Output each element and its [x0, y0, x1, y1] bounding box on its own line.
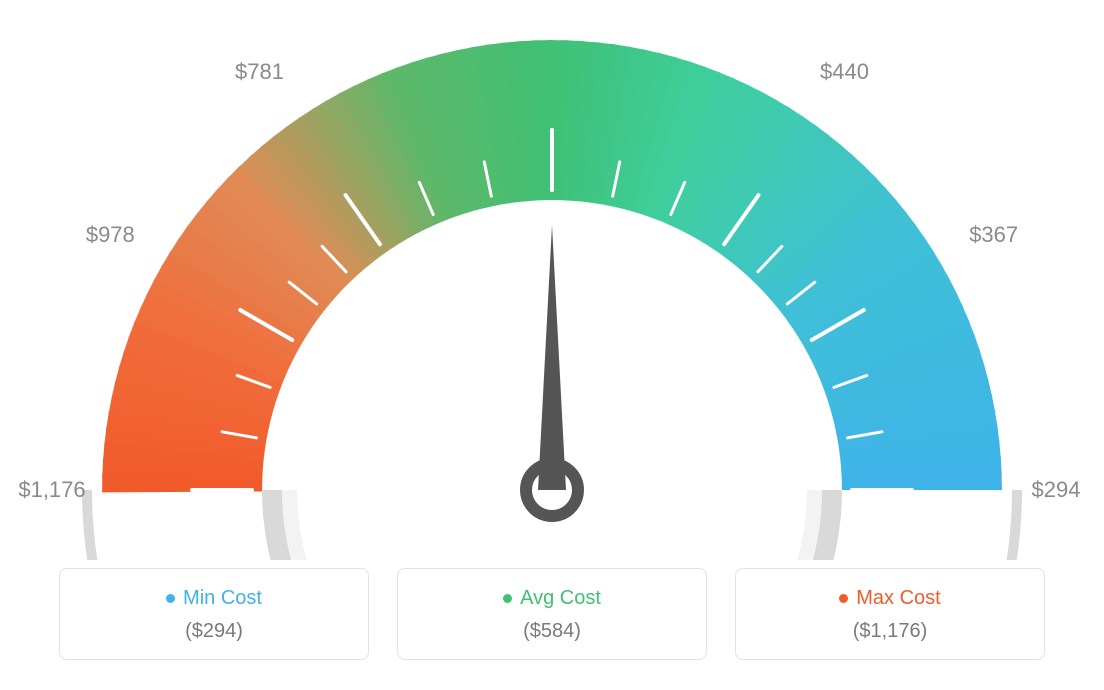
legend-value-max: ($1,176) — [746, 620, 1034, 643]
legend-label-avg: Avg Cost — [503, 587, 601, 610]
legend-label-min-text: Min Cost — [183, 587, 262, 610]
legend-value-min: ($294) — [70, 620, 358, 643]
legend-value-avg: ($584) — [408, 620, 696, 643]
legend-card-max: Max Cost ($1,176) — [735, 568, 1045, 660]
tick-label: $367 — [969, 222, 1018, 248]
legend-card-min: Min Cost ($294) — [59, 568, 369, 660]
legend-card-avg: Avg Cost ($584) — [397, 568, 707, 660]
cost-gauge-chart: $294$367$440$584$781$978$1,176 — [0, 0, 1104, 560]
tick-label: $978 — [86, 222, 135, 248]
legend-label-avg-text: Avg Cost — [520, 587, 601, 610]
legend-label-max-text: Max Cost — [856, 587, 940, 610]
legend-label-min: Min Cost — [166, 587, 262, 610]
tick-label: $440 — [820, 59, 869, 85]
legend-label-max: Max Cost — [839, 587, 940, 610]
dot-icon — [839, 594, 848, 603]
dot-icon — [503, 594, 512, 603]
dot-icon — [166, 594, 175, 603]
tick-label: $294 — [1032, 477, 1081, 503]
gauge-svg — [0, 0, 1104, 560]
legend-row: Min Cost ($294) Avg Cost ($584) Max Cost… — [0, 568, 1104, 660]
tick-label: $1,176 — [18, 477, 85, 503]
tick-label: $781 — [235, 59, 284, 85]
